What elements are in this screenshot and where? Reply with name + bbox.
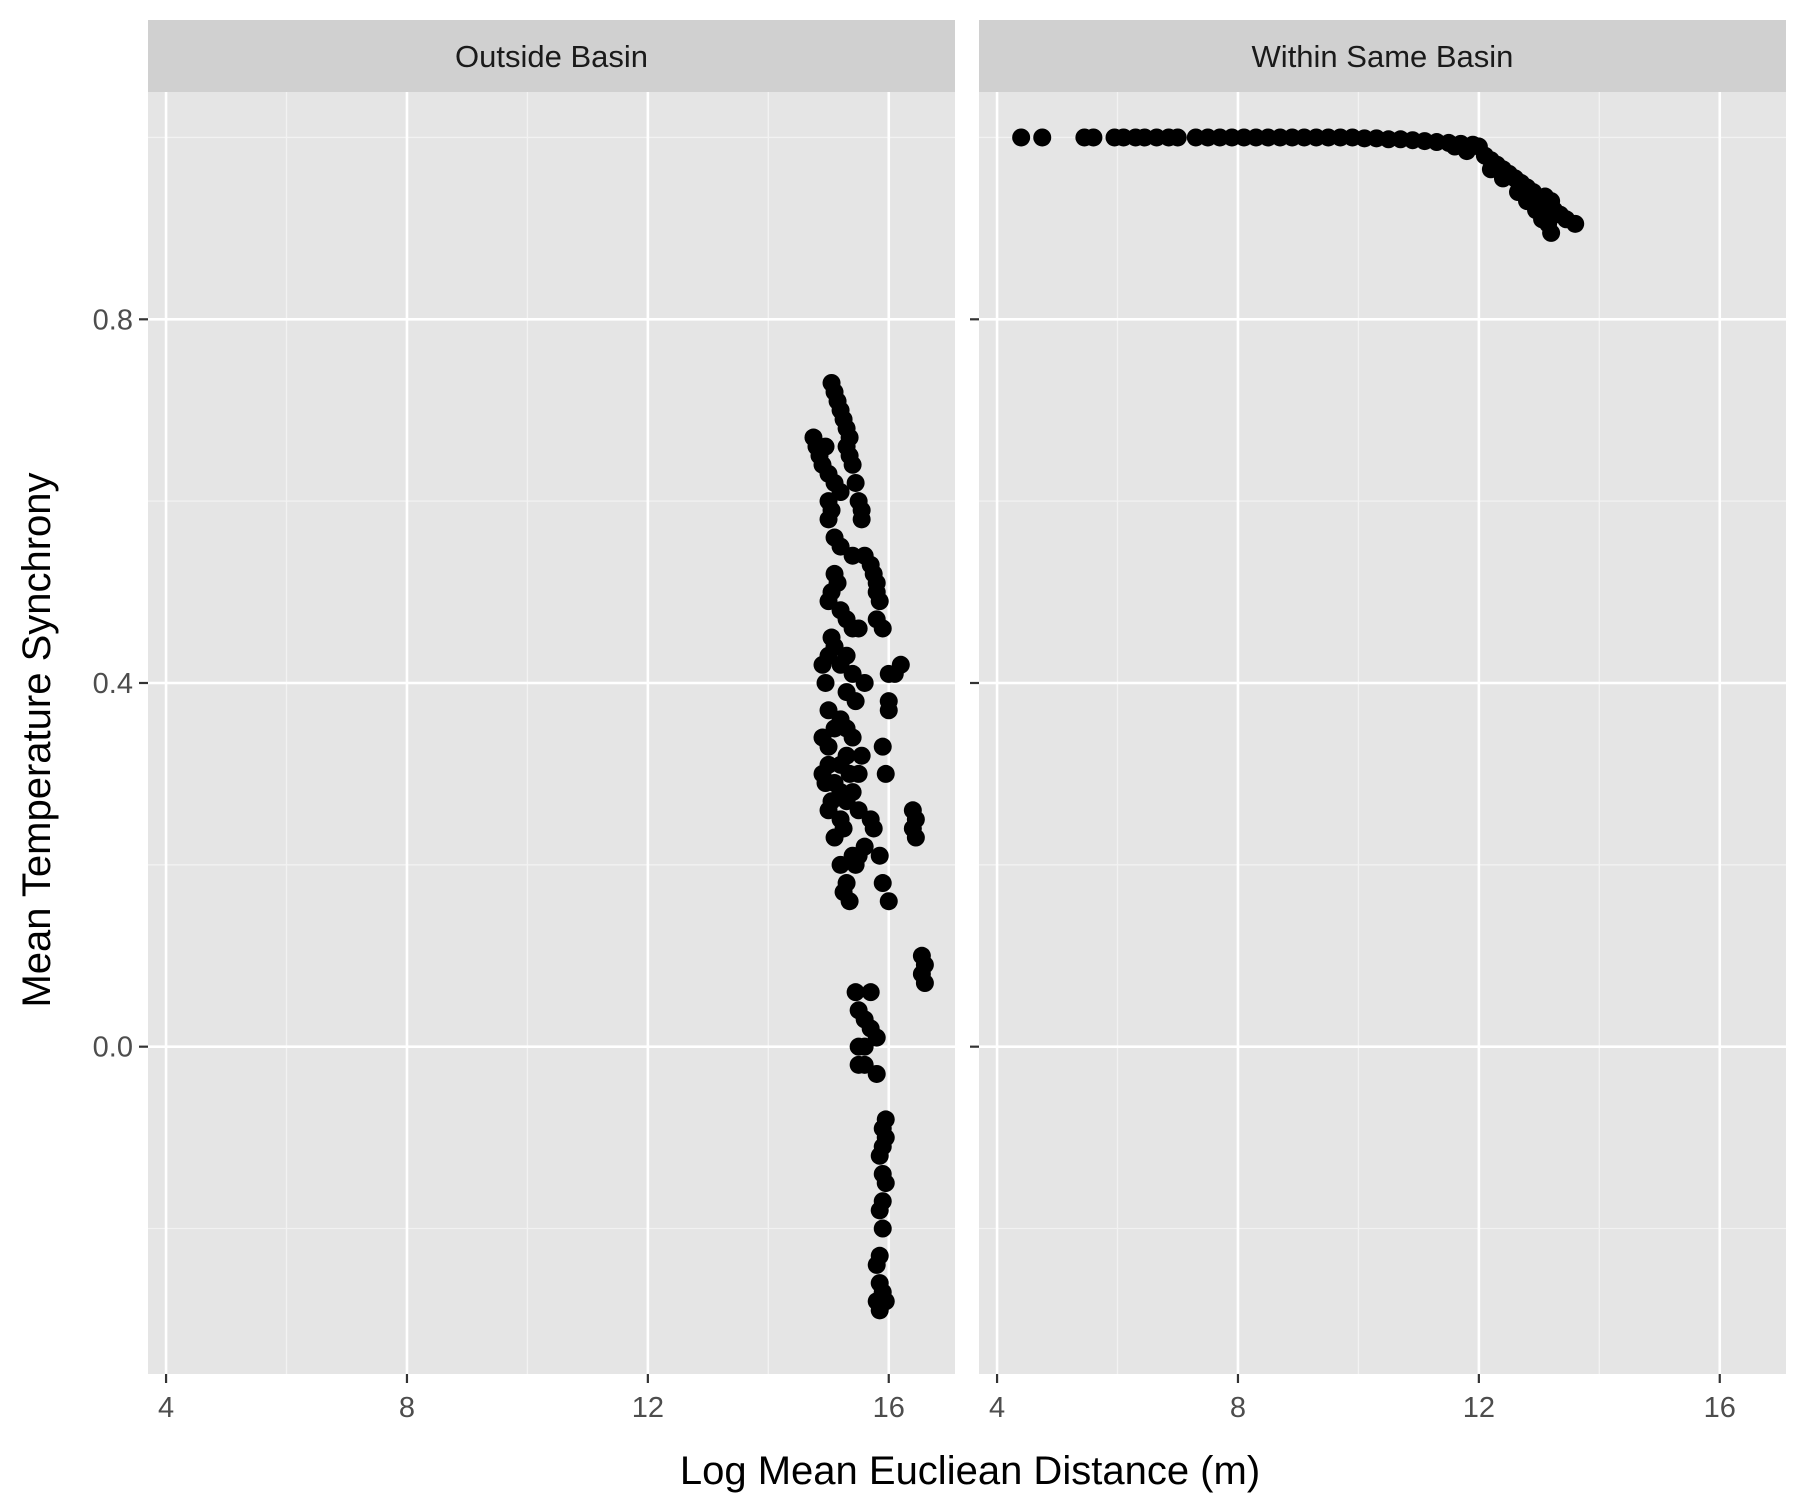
data-point — [819, 737, 838, 756]
data-point — [852, 746, 871, 765]
data-point — [849, 764, 868, 783]
data-point — [819, 510, 838, 529]
x-tick-label: 8 — [399, 1392, 415, 1424]
data-point — [852, 510, 871, 529]
y-tick-label: 0.0 — [93, 1032, 133, 1064]
data-point — [843, 455, 862, 474]
panel-strip — [148, 20, 955, 92]
data-point — [1457, 142, 1476, 161]
data-point — [891, 655, 910, 674]
data-point — [840, 892, 859, 911]
data-point — [843, 728, 862, 747]
data-point — [1084, 128, 1103, 147]
data-point — [864, 819, 883, 838]
data-point — [855, 673, 874, 692]
y-axis-title: Mean Temperature Synchrony — [15, 472, 59, 1007]
panel-strip — [979, 20, 1786, 92]
data-point — [873, 1219, 892, 1238]
data-point — [879, 892, 898, 911]
data-point — [915, 974, 934, 993]
data-point — [1012, 128, 1031, 147]
data-point — [1536, 196, 1555, 215]
data-point — [867, 1064, 886, 1083]
data-point — [855, 1037, 874, 1056]
data-point — [1542, 223, 1561, 242]
x-axis-title: Log Mean Eucliean Distance (m) — [680, 1449, 1260, 1493]
data-point — [873, 619, 892, 638]
data-point — [876, 1292, 895, 1311]
data-point — [846, 473, 865, 492]
data-point — [870, 592, 889, 611]
panel-strip-title: Within Same Basin — [1252, 39, 1514, 74]
data-point — [1168, 128, 1187, 147]
data-point — [873, 737, 892, 756]
data-point — [879, 701, 898, 720]
data-point — [849, 619, 868, 638]
panel-background — [979, 92, 1786, 1374]
data-point — [870, 1146, 889, 1165]
data-points — [804, 373, 934, 1320]
data-point — [846, 692, 865, 711]
data-point — [873, 874, 892, 893]
data-point — [816, 673, 835, 692]
panel-strip-title: Outside Basin — [455, 39, 648, 74]
data-point — [870, 1201, 889, 1220]
x-tick-label: 8 — [1230, 1392, 1246, 1424]
panel-1: Outside Basin 4 8 12 16 0.0 0.4 0.8 — [93, 20, 955, 1424]
x-tick-label: 12 — [632, 1392, 664, 1424]
data-point — [1566, 214, 1585, 233]
data-point — [831, 855, 850, 874]
x-tick-label: 16 — [1704, 1392, 1736, 1424]
panel-2: Within Same Basin 4 8 12 16 — [970, 20, 1786, 1424]
data-point — [825, 828, 844, 847]
data-point — [846, 983, 865, 1002]
x-tick-label: 12 — [1463, 1392, 1495, 1424]
data-point — [876, 764, 895, 783]
data-point — [861, 983, 880, 1002]
x-tick-label: 16 — [873, 1392, 905, 1424]
data-point — [906, 828, 925, 847]
data-point — [870, 846, 889, 865]
data-point — [1521, 187, 1540, 206]
y-tick-label: 0.4 — [93, 668, 133, 700]
data-point — [876, 1174, 895, 1193]
data-point — [816, 437, 835, 456]
data-point — [867, 1255, 886, 1274]
x-tick-label: 4 — [158, 1392, 174, 1424]
data-points — [1012, 128, 1585, 242]
data-point — [813, 655, 832, 674]
x-tick-label: 4 — [989, 1392, 1005, 1424]
data-point — [1033, 128, 1052, 147]
data-point — [846, 855, 865, 874]
y-tick-label: 0.8 — [93, 304, 133, 336]
